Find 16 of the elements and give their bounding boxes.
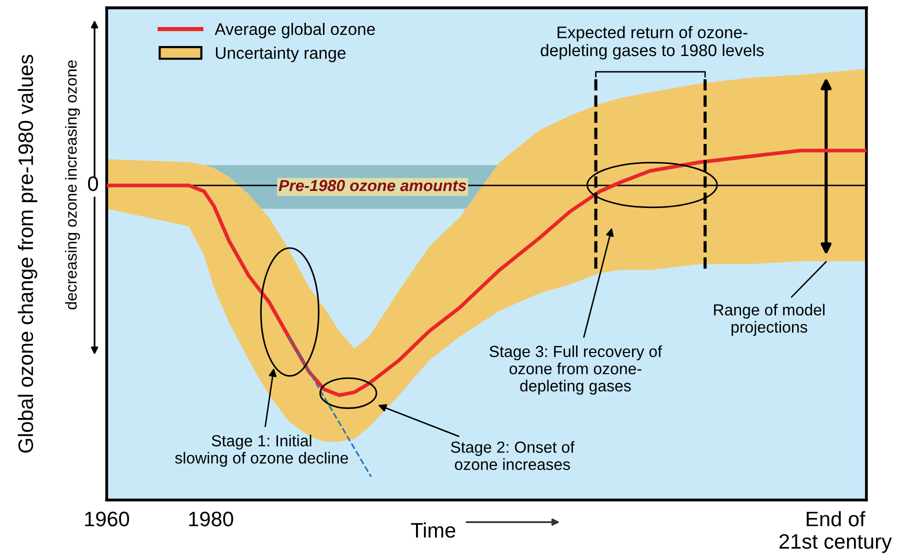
annotation: Stage 1: Initial slowing of ozone decline xyxy=(175,434,348,467)
text: Expected return of ozone- depleting gases to 1980 levels xyxy=(540,26,764,60)
ref-line-label: 0 xyxy=(88,176,98,192)
annotation: Stage 2: Onset of ozone increases xyxy=(450,441,575,470)
text: decreasing ozone xyxy=(65,184,80,310)
text: increasing ozone xyxy=(65,60,80,180)
text: Uncertainty range xyxy=(216,46,346,62)
band-label: Pre-1980 ozone amounts xyxy=(278,180,466,192)
y-axis-title: Global ozone change from pre-1980 values xyxy=(18,54,38,453)
annotation: Range of model projections xyxy=(714,304,824,336)
x-tick-label: 1960 xyxy=(85,512,130,526)
x-tick-label: End of 21st century xyxy=(779,511,892,553)
x-axis-title: Time xyxy=(411,522,456,538)
annotation: Stage 3: Full recovery of ozone from ozone- depleting gases xyxy=(490,345,662,395)
legend-label: Average global ozone xyxy=(214,22,375,38)
x-tick-label: 1980 xyxy=(189,512,234,526)
